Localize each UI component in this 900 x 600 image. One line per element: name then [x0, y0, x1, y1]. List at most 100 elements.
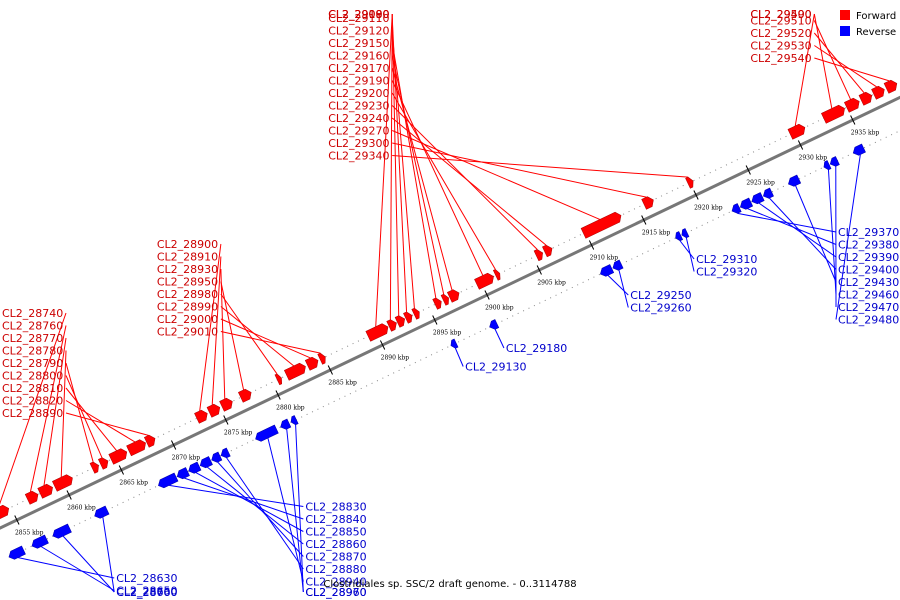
gene-label-CL2_29120: CL2_29120	[328, 25, 389, 38]
gene-CL2_29000[interactable]	[304, 355, 320, 371]
gene-CL2_28760[interactable]	[24, 489, 40, 505]
gene-CL2_29500[interactable]	[821, 103, 847, 124]
gene-CL2_29080[interactable]	[365, 322, 391, 342]
leader-CL2_29490	[794, 13, 815, 126]
gene-CL2_28650[interactable]	[30, 534, 49, 550]
gene-CL2_29170[interactable]	[446, 288, 461, 303]
gene-CL2_29520[interactable]	[858, 90, 874, 106]
leader-CL2_28700	[102, 517, 115, 593]
gene-CL2_28990[interactable]	[283, 361, 308, 381]
gene-CL2_28630[interactable]	[7, 545, 26, 561]
gene-CL2_28900[interactable]	[194, 408, 209, 424]
gene-CL2_29100[interactable]	[394, 314, 407, 328]
gene-CL2_29260[interactable]	[611, 259, 624, 272]
axis-tick: 2920 kbp	[693, 190, 723, 212]
gene-CL2_28810[interactable]	[108, 447, 129, 465]
leader-CL2_29530	[814, 45, 878, 88]
gene-CL2_29300[interactable]	[641, 195, 656, 210]
gene-CL2_28840[interactable]	[175, 467, 190, 481]
gene-CL2_28850[interactable]	[187, 461, 202, 475]
axis-tick-label: 2905 kbp	[537, 280, 566, 287]
gene-label-CL2_29320: CL2_29320	[696, 266, 757, 279]
gene-label-CL2_29310: CL2_29310	[696, 253, 757, 266]
gene-CL2_29430[interactable]	[786, 174, 802, 188]
leader-CL2_29160	[391, 55, 445, 295]
gene-CL2_29250[interactable]	[598, 264, 615, 279]
gene-CL2_28770[interactable]	[37, 482, 55, 499]
gene-CL2_28910[interactable]	[206, 402, 222, 418]
gene-CL2_29340[interactable]	[685, 176, 696, 189]
gene-CL2_29120[interactable]	[411, 307, 422, 320]
gene-CL2_29150[interactable]	[432, 296, 444, 310]
axis-tick-label: 2875 kbp	[224, 430, 253, 437]
axis-tick: 2915 kbp	[641, 215, 671, 237]
gene-CL2_28980[interactable]	[274, 373, 284, 386]
gene-labels: CL2_28740CL2_28760CL2_28770CL2_28780CL2_…	[2, 8, 899, 599]
gene-CL2_28860[interactable]	[198, 456, 213, 470]
gene-label-CL2_28930: CL2_28930	[157, 263, 218, 276]
gene-label-CL2_29250: CL2_29250	[630, 289, 691, 302]
gene-CL2_28660[interactable]	[51, 523, 72, 540]
axis-tick: 2885 kbp	[327, 365, 357, 387]
gene-CL2_28700[interactable]	[93, 505, 110, 520]
gene-CL2_28930[interactable]	[219, 396, 235, 412]
gene-label-CL2_29470: CL2_29470	[838, 301, 899, 314]
gene-CL2_29270[interactable]	[580, 210, 623, 239]
leader-CL2_28850	[195, 472, 304, 532]
gene-label-CL2_28740: CL2_28740	[2, 307, 63, 320]
axis-tick: 2865 kbp	[118, 465, 148, 487]
axis-tick-label: 2930 kbp	[799, 155, 828, 162]
gene-CL2_29090[interactable]	[386, 318, 399, 332]
axis-tick-label: 2915 kbp	[642, 230, 671, 237]
gene-CL2_28830[interactable]	[156, 472, 179, 490]
gene-CL2_29490[interactable]	[787, 122, 807, 140]
gene-CL2_29510[interactable]	[844, 96, 861, 113]
gene-CL2_29160[interactable]	[440, 293, 451, 306]
gene-CL2_29230[interactable]	[533, 248, 545, 262]
gene-CL2_29380[interactable]	[738, 197, 754, 211]
gene-CL2_28780[interactable]	[52, 473, 75, 492]
gene-label-CL2_28790: CL2_28790	[2, 357, 63, 370]
gene-label-CL2_29270: CL2_29270	[328, 125, 389, 138]
gene-CL2_29190[interactable]	[474, 271, 495, 290]
gene-CL2_28870[interactable]	[210, 451, 223, 464]
leader-CL2_29430	[795, 185, 837, 283]
gene-CL2_29110[interactable]	[403, 310, 414, 324]
gene-label-CL2_28650: CL2_28650	[116, 585, 177, 598]
gene-CL2_29540[interactable]	[883, 78, 899, 94]
gene-CL2_28740[interactable]	[0, 503, 11, 522]
gene-CL2_28890[interactable]	[143, 433, 157, 448]
gene-CL2_29400[interactable]	[761, 187, 774, 200]
gene-CL2_29310[interactable]	[674, 231, 684, 243]
gene-CL2_29200[interactable]	[492, 268, 502, 281]
gene-CL2_29480[interactable]	[851, 143, 866, 157]
leader-CL2_28870	[217, 461, 304, 557]
gene-CL2_29370[interactable]	[730, 203, 742, 216]
gene-CL2_28820[interactable]	[126, 438, 148, 457]
gene-CL2_28790[interactable]	[89, 460, 101, 474]
leader-CL2_28790	[65, 362, 94, 463]
gene-label-CL2_28700: CL2_28700	[116, 586, 177, 599]
gene-label-CL2_29370: CL2_29370	[838, 226, 899, 239]
gene-label-CL2_28880: CL2_28880	[305, 563, 366, 576]
leader-CL2_29190	[391, 80, 484, 276]
gene-CL2_29460[interactable]	[822, 160, 832, 172]
gene-CL2_28960[interactable]	[279, 418, 292, 431]
gene-CL2_28950[interactable]	[238, 387, 253, 403]
gene-CL2_29240[interactable]	[542, 243, 554, 258]
gene-label-CL2_29150: CL2_29150	[328, 37, 389, 50]
gene-CL2_28880[interactable]	[219, 447, 231, 460]
gene-CL2_29390[interactable]	[750, 192, 765, 206]
gene-label-CL2_28770: CL2_28770	[2, 332, 63, 345]
gene-CL2_29320[interactable]	[680, 228, 690, 240]
gene-CL2_29530[interactable]	[871, 84, 887, 100]
gene-CL2_29180[interactable]	[488, 319, 500, 332]
gene-CL2_28940[interactable]	[254, 424, 279, 443]
leader-CL2_29400	[769, 197, 837, 270]
gene-CL2_29130[interactable]	[449, 338, 459, 350]
gene-CL2_28970[interactable]	[289, 415, 299, 427]
gene-CL2_29470[interactable]	[828, 156, 840, 169]
gene-CL2_29010[interactable]	[317, 352, 328, 365]
gene-CL2_28800[interactable]	[98, 456, 110, 470]
